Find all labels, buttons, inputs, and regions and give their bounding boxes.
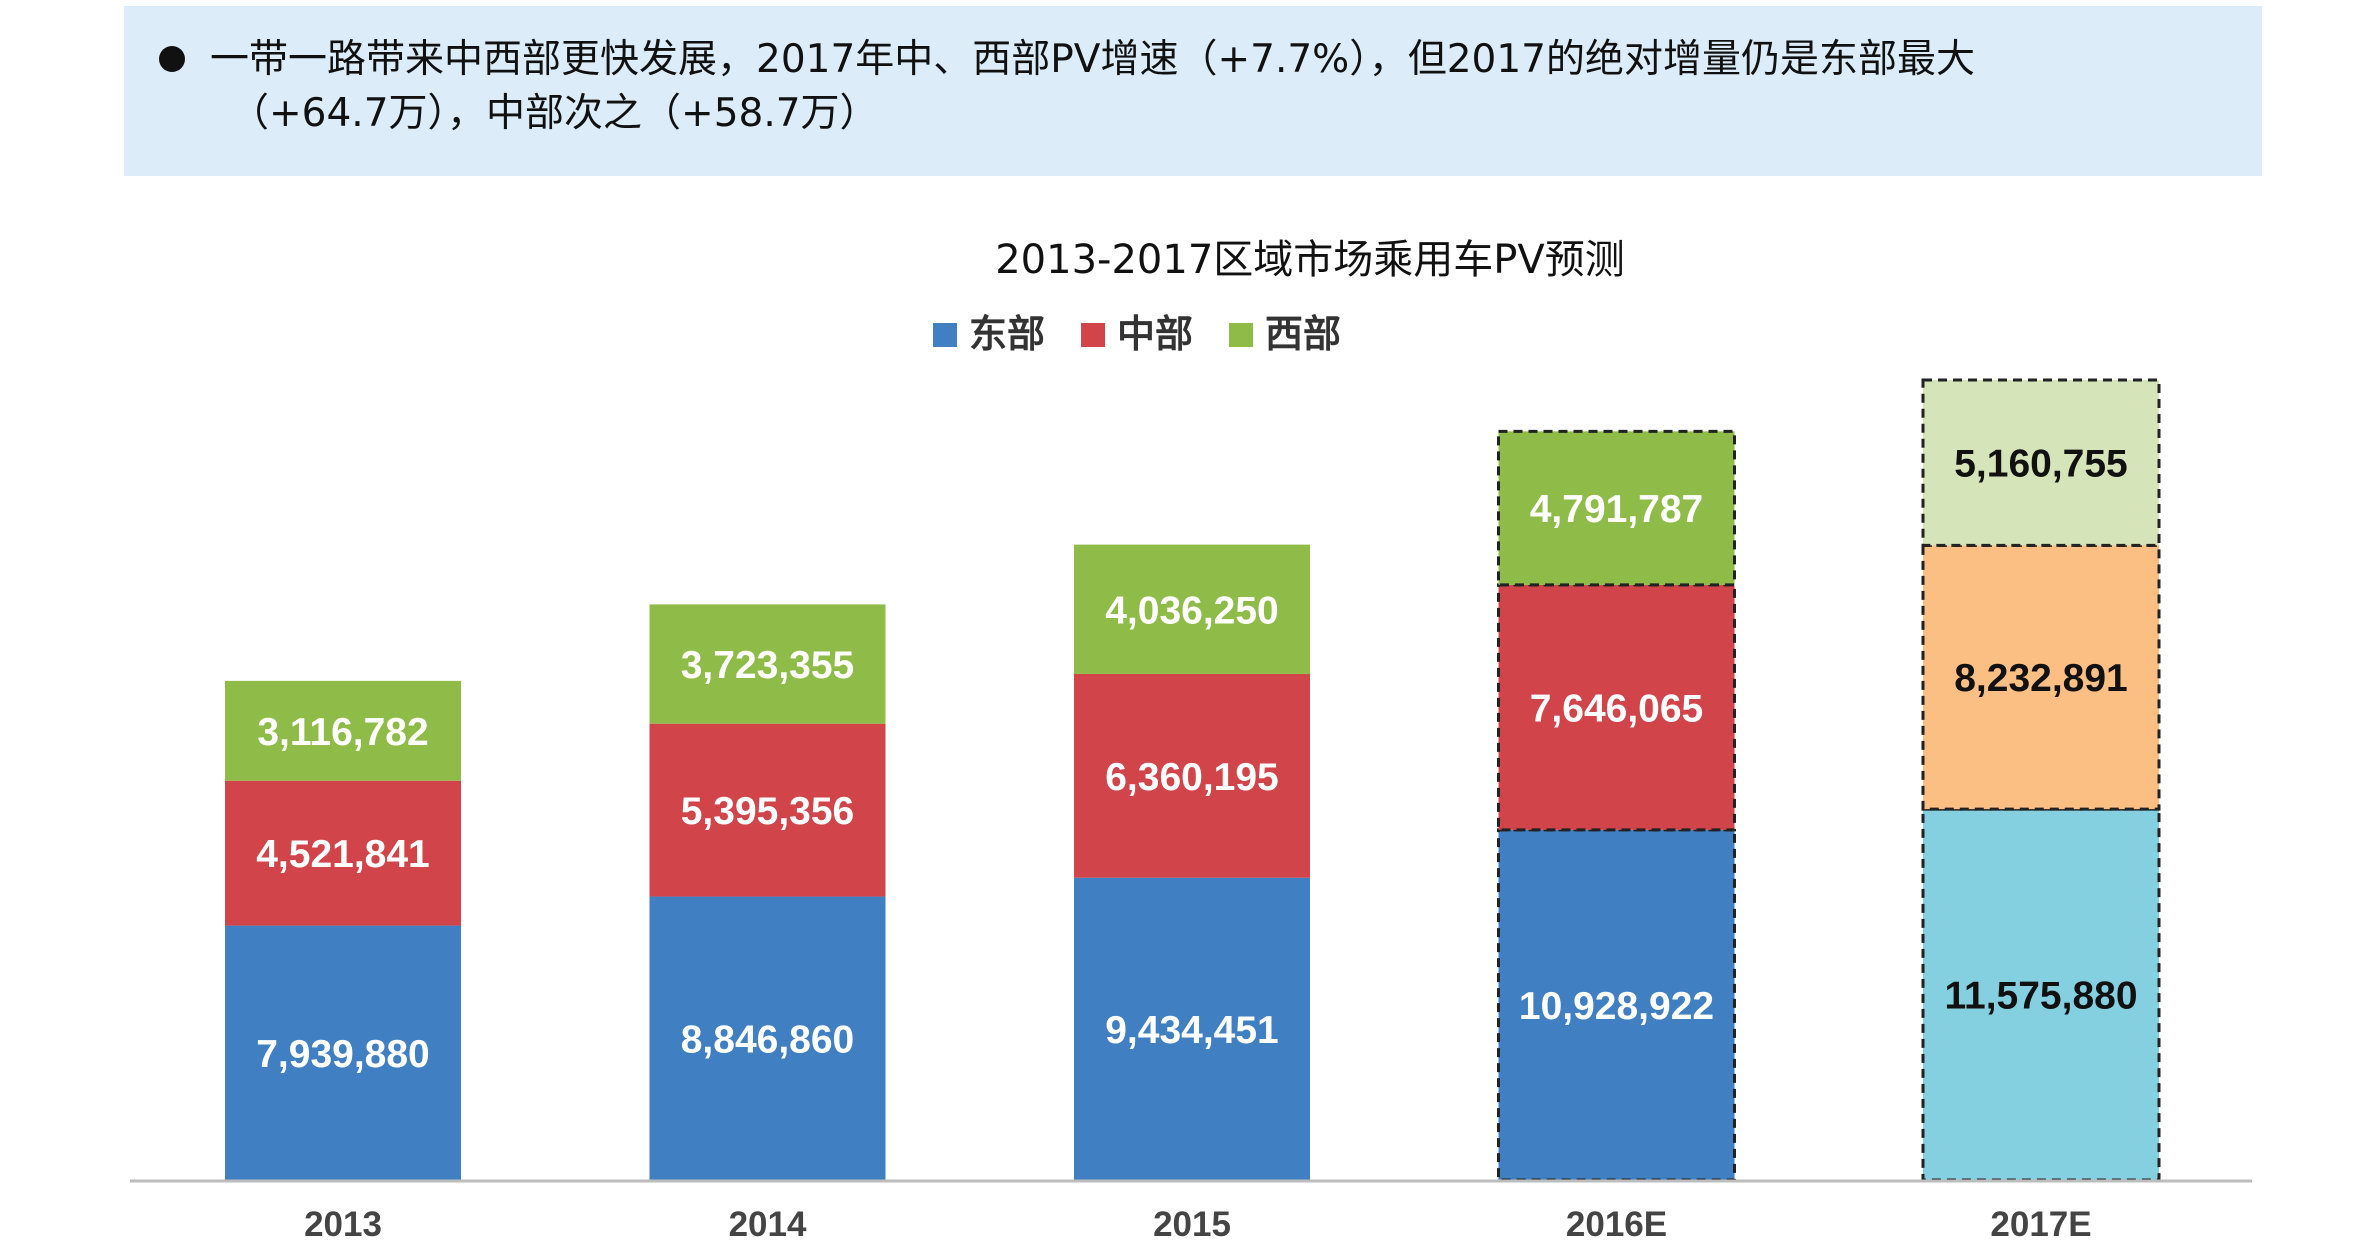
legend-swatch-西部	[1229, 323, 1253, 347]
x-tick-label-2013: 2013	[304, 1205, 382, 1244]
x-tick-label-2014: 2014	[729, 1205, 807, 1244]
bar-西部-2016E	[1497, 429, 1736, 587]
data-label-中部-2017E: 8,232,891	[1954, 657, 2128, 700]
bar-西部-2015	[1074, 544, 1310, 674]
bar-西部-2013	[225, 680, 461, 781]
bar-东部-2016E	[1497, 828, 1736, 1182]
bar-西部-2017E	[1921, 378, 2161, 547]
legend-label-西部: 西部	[1265, 312, 1341, 356]
legend-label-东部: 东部	[969, 312, 1045, 356]
bar-东部-2015	[1074, 877, 1310, 1180]
data-label-西部-2013: 3,116,782	[257, 711, 428, 754]
bar-中部-2016E	[1497, 583, 1736, 832]
legend-swatch-东部	[933, 323, 957, 347]
data-label-东部-2015: 9,434,451	[1105, 1009, 1279, 1052]
data-label-东部-2016E: 10,928,922	[1519, 985, 1714, 1028]
x-tick-label-2016E: 2016E	[1566, 1205, 1667, 1244]
bar-中部-2013	[225, 780, 461, 926]
bar-中部-2015	[1074, 673, 1310, 878]
data-label-中部-2015: 6,360,195	[1105, 756, 1279, 799]
bar-西部-2014	[649, 604, 886, 724]
x-axis: 2013 2014 2015 2016E 2017E	[130, 1179, 2252, 1244]
bar-东部-2013	[225, 925, 461, 1180]
x-tick-label-2017E: 2017E	[1990, 1205, 2091, 1244]
data-label-西部-2015: 4,036,250	[1105, 589, 1279, 632]
chart-title: 2013-2017区域市场乘用车PV预测	[995, 237, 1625, 283]
bar-东部-2014	[649, 896, 886, 1180]
summary-callout: 一带一路带来中西部更快发展，2017年中、西部PV增速（+7.7%），但2017…	[124, 6, 2262, 176]
bar-中部-2014	[649, 723, 886, 897]
data-label-东部-2017E: 11,575,880	[1944, 975, 2137, 1018]
data-label-西部-2016E: 4,791,787	[1530, 488, 1704, 531]
data-label-西部-2014: 3,723,355	[681, 644, 855, 687]
legend-swatch-中部	[1081, 323, 1105, 347]
data-label-中部-2014: 5,395,356	[681, 790, 855, 833]
x-tick-label-2015: 2015	[1153, 1205, 1231, 1244]
data-label-东部-2013: 7,939,880	[256, 1033, 430, 1076]
data-label-东部-2014: 8,846,860	[681, 1018, 855, 1061]
bar-中部-2017E	[1921, 543, 2161, 811]
data-label-西部-2017E: 5,160,755	[1954, 443, 2128, 486]
data-label-中部-2013: 4,521,841	[256, 833, 430, 876]
callout-line-2: （+64.7万），中部次之（+58.7万）	[230, 91, 879, 136]
chart-bars: 7,939,880 4,521,841 3,116,782 8,846,860 5,39…	[225, 378, 2161, 1182]
callout-line-1: 一带一路带来中西部更快发展，2017年中、西部PV增速（+7.7%），但2017…	[210, 37, 1975, 82]
legend-label-中部: 中部	[1117, 312, 1193, 356]
bullet-icon	[159, 46, 185, 72]
data-label-中部-2016E: 7,646,065	[1530, 687, 1704, 730]
bar-东部-2017E	[1921, 807, 2161, 1182]
chart-legend: 东部 中部 西部	[933, 312, 1341, 356]
